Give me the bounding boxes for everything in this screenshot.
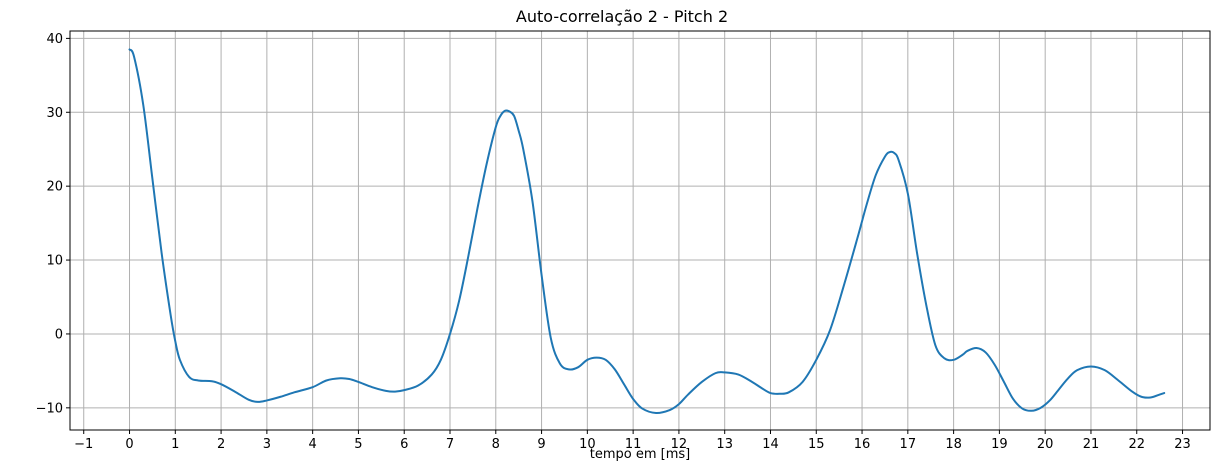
x-axis-label: tempo em [ms] — [590, 447, 690, 462]
chart-title: Auto-correlação 2 - Pitch 2 — [516, 7, 728, 26]
x-tick-label: 15 — [808, 437, 825, 452]
x-tick-label: 16 — [854, 437, 871, 452]
x-tick-label: 7 — [446, 437, 454, 452]
y-tick-label: 30 — [46, 106, 63, 121]
x-tick-label: 12 — [671, 437, 688, 452]
x-tick-label: 19 — [991, 437, 1008, 452]
x-tick-label: 17 — [900, 437, 917, 452]
x-tick-label: −1 — [74, 437, 93, 452]
x-tick-label: 11 — [625, 437, 642, 452]
x-tick-label: 23 — [1174, 437, 1191, 452]
x-tick-label: 6 — [400, 437, 408, 452]
series-layer — [128, 48, 1166, 415]
y-tick-label: −10 — [36, 401, 63, 416]
x-tick-label: 14 — [762, 437, 779, 452]
x-tick-label: 5 — [354, 437, 362, 452]
x-tick-label: 1 — [171, 437, 179, 452]
grid — [70, 31, 1210, 430]
x-tick-label: 20 — [1037, 437, 1054, 452]
x-tick-label: 0 — [125, 437, 133, 452]
x-tick-label: 4 — [309, 437, 317, 452]
plot-frame — [69, 30, 1211, 431]
x-axis-ticks: −1 0 1 2 3 4 5 6 7 8 9 10 11 12 13 14 15 16 17 18 19 20 21 22 23 — [74, 430, 1191, 452]
y-tick-label: 20 — [46, 180, 63, 195]
y-tick-label: 40 — [46, 32, 63, 47]
x-tick-label: 13 — [716, 437, 733, 452]
y-axis-ticks: −10 0 10 20 30 40 — [36, 32, 70, 416]
x-tick-label: 21 — [1083, 437, 1100, 452]
y-tick-label: 0 — [55, 327, 63, 342]
x-tick-label: 22 — [1128, 437, 1145, 452]
series-line — [128, 48, 1166, 415]
x-tick-label: 3 — [263, 437, 271, 452]
x-tick-label: 18 — [945, 437, 962, 452]
x-tick-label: 8 — [492, 437, 500, 452]
x-tick-label: 2 — [217, 437, 225, 452]
x-tick-label: 10 — [579, 437, 596, 452]
x-tick-label: 9 — [537, 437, 545, 452]
y-tick-label: 10 — [46, 254, 63, 269]
